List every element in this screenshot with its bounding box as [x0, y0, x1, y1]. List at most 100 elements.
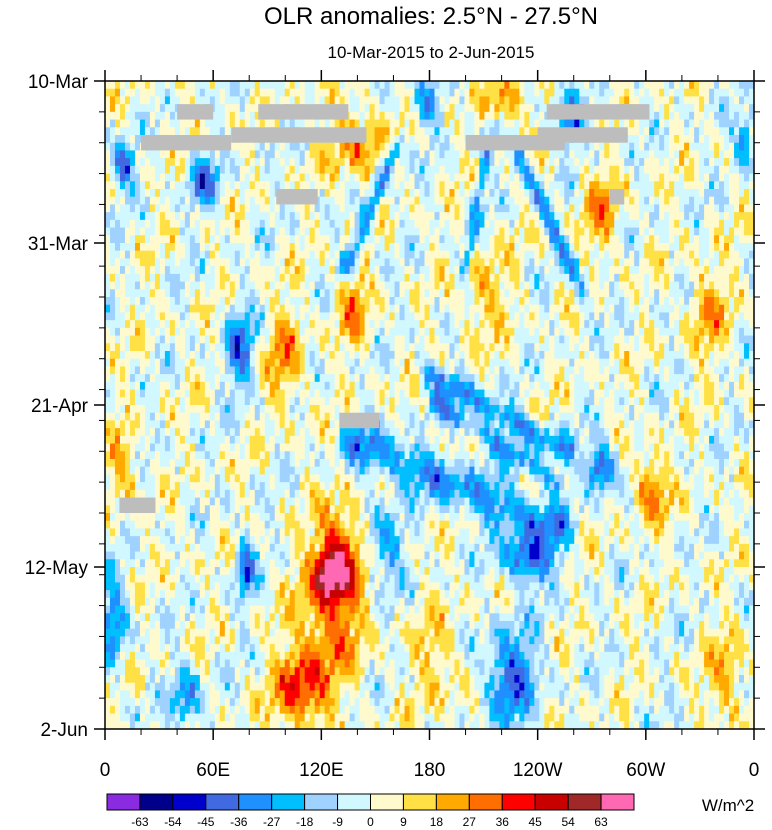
anomaly-cell [659, 204, 665, 213]
anomaly-cell [469, 320, 476, 329]
anomaly-cell [105, 227, 111, 236]
anomaly-cell [569, 289, 575, 298]
anomaly-cell [494, 127, 500, 136]
anomaly-cell [684, 312, 690, 321]
anomaly-cell [199, 165, 206, 175]
anomaly-cell [529, 104, 535, 113]
anomaly-cell [494, 343, 500, 352]
anomaly-cell [649, 196, 655, 206]
anomaly-cell [624, 81, 630, 90]
anomaly-cell [699, 119, 705, 128]
anomaly-cell [309, 374, 316, 383]
anomaly-cell [714, 281, 720, 290]
anomaly-cell [109, 119, 116, 128]
anomaly-cell [524, 250, 530, 260]
anomaly-cell [389, 343, 396, 352]
anomaly-cell [559, 227, 565, 236]
anomaly-cell [734, 135, 740, 144]
anomaly-cell [444, 366, 451, 375]
anomaly-cell [509, 235, 515, 244]
anomaly-cell [219, 374, 226, 383]
anomaly-cell [209, 289, 216, 298]
anomaly-cell [514, 81, 520, 90]
anomaly-cell [319, 258, 326, 267]
anomaly-cell [529, 243, 535, 252]
anomaly-cell [554, 273, 560, 283]
anomaly-cell [269, 312, 276, 321]
anomaly-cell [464, 289, 471, 298]
anomaly-cell [129, 158, 136, 167]
anomaly-cell [704, 250, 710, 260]
anomaly-cell [534, 127, 540, 136]
anomaly-cell [644, 250, 650, 260]
anomaly-cell [464, 335, 471, 344]
anomaly-cell [429, 158, 436, 167]
anomaly-cell [624, 343, 630, 352]
anomaly-cell [479, 243, 486, 252]
anomaly-cell [699, 104, 705, 113]
anomaly-cell [154, 289, 161, 298]
anomaly-cell [704, 243, 710, 252]
anomaly-cell [694, 196, 700, 206]
anomaly-cell [644, 273, 650, 283]
anomaly-cell [689, 258, 695, 267]
anomaly-cell [504, 320, 510, 329]
anomaly-cell [469, 196, 476, 206]
anomaly-cell [434, 212, 441, 221]
anomaly-cell [404, 250, 411, 260]
anomaly-cell [589, 358, 595, 368]
anomaly-cell [529, 358, 535, 368]
anomaly-cell [564, 243, 570, 252]
anomaly-cell [619, 165, 625, 175]
anomaly-cell [389, 289, 396, 298]
anomaly-cell [244, 358, 251, 368]
anomaly-cell [429, 104, 436, 113]
anomaly-cell [144, 343, 151, 352]
anomaly-cell [414, 266, 421, 275]
anomaly-cell [134, 281, 141, 290]
anomaly-cell [274, 212, 281, 221]
anomaly-cell [494, 327, 500, 337]
anomaly-cell [749, 150, 755, 159]
anomaly-cell [244, 181, 251, 190]
anomaly-cell [494, 204, 500, 213]
anomaly-cell [229, 235, 236, 244]
anomaly-cell [694, 289, 700, 298]
anomaly-cell [339, 173, 346, 182]
anomaly-cell [714, 243, 720, 252]
anomaly-cell [369, 135, 376, 144]
anomaly-cell [154, 104, 161, 113]
anomaly-cell [314, 335, 321, 344]
anomaly-cell [474, 266, 481, 275]
anomaly-cell [389, 119, 396, 128]
anomaly-cell [119, 235, 126, 244]
anomaly-cell [464, 258, 471, 267]
anomaly-cell [744, 335, 750, 344]
anomaly-cell [559, 235, 565, 244]
anomaly-cell [364, 243, 371, 252]
anomaly-cell [729, 96, 735, 105]
anomaly-cell [479, 127, 486, 136]
anomaly-cell [574, 158, 580, 167]
anomaly-cell [524, 266, 530, 275]
anomaly-cell [209, 312, 216, 321]
anomaly-cell [709, 196, 715, 206]
anomaly-cell [179, 243, 186, 252]
anomaly-cell [639, 320, 645, 329]
anomaly-cell [479, 297, 486, 306]
anomaly-cell [149, 281, 156, 290]
anomaly-cell [234, 96, 241, 105]
anomaly-cell [619, 273, 625, 283]
anomaly-cell [414, 243, 421, 252]
anomaly-cell [414, 312, 421, 321]
anomaly-cell [444, 235, 451, 244]
anomaly-cell [174, 219, 181, 229]
anomaly-cell [434, 273, 441, 283]
anomaly-cell [689, 127, 695, 136]
anomaly-cell [589, 142, 595, 152]
anomaly-cell [569, 343, 575, 352]
anomaly-cell [449, 266, 456, 275]
anomaly-cell [174, 312, 181, 321]
anomaly-cell [214, 150, 221, 159]
anomaly-cell [369, 150, 376, 159]
